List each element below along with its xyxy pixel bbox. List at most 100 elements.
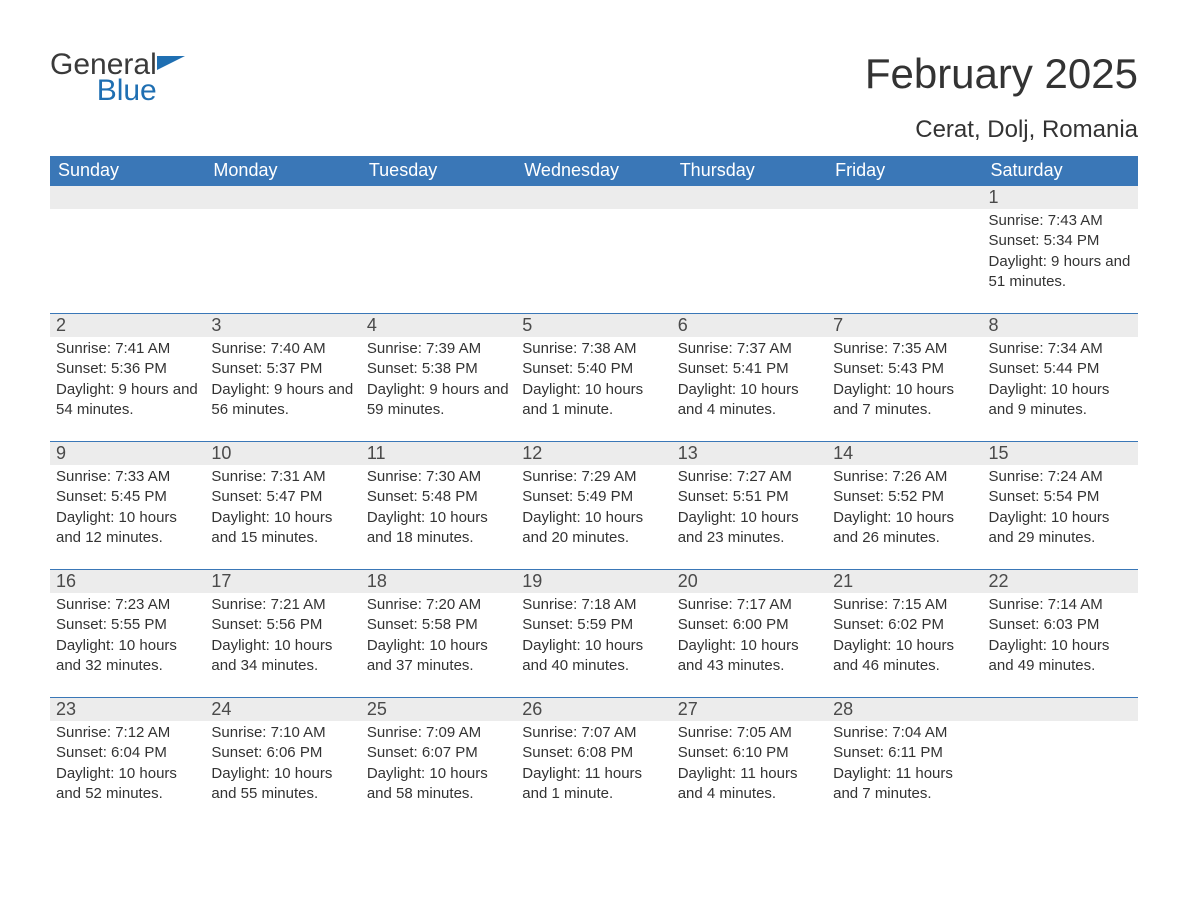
sunrise-text: Sunrise: 7:43 AM [989,211,1132,231]
daylight-text: Daylight: 10 hours and 43 minutes. [678,636,821,677]
day-number: 11 [361,442,516,465]
daylight-text: Daylight: 9 hours and 59 minutes. [367,380,510,421]
day-number: 19 [516,570,671,593]
calendar-day-cell: 21Sunrise: 7:15 AMSunset: 6:02 PMDayligh… [827,570,982,698]
day-details: Sunrise: 7:07 AMSunset: 6:08 PMDaylight:… [516,721,671,814]
calendar-day-cell: 10Sunrise: 7:31 AMSunset: 5:47 PMDayligh… [205,442,360,570]
sunset-text: Sunset: 6:07 PM [367,743,510,763]
daylight-text: Daylight: 10 hours and 49 minutes. [989,636,1132,677]
sunset-text: Sunset: 6:11 PM [833,743,976,763]
weekday-header: Wednesday [516,156,671,186]
calendar-day-cell: 24Sunrise: 7:10 AMSunset: 6:06 PMDayligh… [205,698,360,826]
daylight-text: Daylight: 10 hours and 12 minutes. [56,508,199,549]
sunrise-text: Sunrise: 7:05 AM [678,723,821,743]
sunrise-text: Sunrise: 7:18 AM [522,595,665,615]
calendar-day-cell: 4Sunrise: 7:39 AMSunset: 5:38 PMDaylight… [361,314,516,442]
daylight-text: Daylight: 10 hours and 4 minutes. [678,380,821,421]
day-number: 2 [50,314,205,337]
day-number: 6 [672,314,827,337]
day-number: 17 [205,570,360,593]
calendar-day-cell: 25Sunrise: 7:09 AMSunset: 6:07 PMDayligh… [361,698,516,826]
sunrise-text: Sunrise: 7:20 AM [367,595,510,615]
daylight-text: Daylight: 10 hours and 20 minutes. [522,508,665,549]
day-details: Sunrise: 7:17 AMSunset: 6:00 PMDaylight:… [672,593,827,686]
day-details: Sunrise: 7:26 AMSunset: 5:52 PMDaylight:… [827,465,982,558]
brand-logo-text: General Blue [50,50,157,106]
daylight-text: Daylight: 10 hours and 26 minutes. [833,508,976,549]
day-number: 3 [205,314,360,337]
day-number: 22 [983,570,1138,593]
day-details [205,209,360,221]
sunset-text: Sunset: 5:45 PM [56,487,199,507]
day-number: 16 [50,570,205,593]
calendar-week-row: 1Sunrise: 7:43 AMSunset: 5:34 PMDaylight… [50,186,1138,314]
calendar-day-cell: 12Sunrise: 7:29 AMSunset: 5:49 PMDayligh… [516,442,671,570]
day-number: 27 [672,698,827,721]
day-details: Sunrise: 7:31 AMSunset: 5:47 PMDaylight:… [205,465,360,558]
day-details: Sunrise: 7:30 AMSunset: 5:48 PMDaylight:… [361,465,516,558]
day-number: 28 [827,698,982,721]
day-details: Sunrise: 7:15 AMSunset: 6:02 PMDaylight:… [827,593,982,686]
weekday-header: Friday [827,156,982,186]
day-number: 20 [672,570,827,593]
daylight-text: Daylight: 9 hours and 56 minutes. [211,380,354,421]
header-row: General Blue February 2025 Cerat, Dolj, … [50,50,1138,144]
sunrise-text: Sunrise: 7:39 AM [367,339,510,359]
calendar-day-cell [50,186,205,314]
location-subtitle: Cerat, Dolj, Romania [865,116,1138,144]
sunrise-text: Sunrise: 7:10 AM [211,723,354,743]
daylight-text: Daylight: 11 hours and 1 minute. [522,764,665,805]
calendar-day-cell: 14Sunrise: 7:26 AMSunset: 5:52 PMDayligh… [827,442,982,570]
sunset-text: Sunset: 6:03 PM [989,615,1132,635]
calendar-day-cell [672,186,827,314]
calendar-day-cell: 18Sunrise: 7:20 AMSunset: 5:58 PMDayligh… [361,570,516,698]
weekday-header: Tuesday [361,156,516,186]
daylight-text: Daylight: 10 hours and 52 minutes. [56,764,199,805]
daylight-text: Daylight: 10 hours and 9 minutes. [989,380,1132,421]
day-details: Sunrise: 7:41 AMSunset: 5:36 PMDaylight:… [50,337,205,430]
calendar-day-cell: 2Sunrise: 7:41 AMSunset: 5:36 PMDaylight… [50,314,205,442]
day-details: Sunrise: 7:34 AMSunset: 5:44 PMDaylight:… [983,337,1138,430]
day-number: 1 [983,186,1138,209]
calendar-day-cell: 1Sunrise: 7:43 AMSunset: 5:34 PMDaylight… [983,186,1138,314]
day-number: 12 [516,442,671,465]
daylight-text: Daylight: 10 hours and 34 minutes. [211,636,354,677]
day-number [672,186,827,209]
calendar-day-cell: 22Sunrise: 7:14 AMSunset: 6:03 PMDayligh… [983,570,1138,698]
sunset-text: Sunset: 6:04 PM [56,743,199,763]
day-number: 26 [516,698,671,721]
calendar-body: 1Sunrise: 7:43 AMSunset: 5:34 PM Daylight… [50,186,1138,826]
weekday-header-row: Sunday Monday Tuesday Wednesday Thursday… [50,156,1138,186]
day-details: Sunrise: 7:18 AMSunset: 5:59 PMDaylight:… [516,593,671,686]
sunset-text: Sunset: 6:00 PM [678,615,821,635]
sunset-text: Sunset: 5:34 PM [989,231,1132,251]
sunrise-text: Sunrise: 7:41 AM [56,339,199,359]
sunset-text: Sunset: 5:41 PM [678,359,821,379]
day-details [672,209,827,221]
sunset-text: Sunset: 5:54 PM [989,487,1132,507]
weekday-header: Monday [205,156,360,186]
day-details: Sunrise: 7:04 AMSunset: 6:11 PMDaylight:… [827,721,982,814]
sunset-text: Sunset: 6:08 PM [522,743,665,763]
calendar-page: General Blue February 2025 Cerat, Dolj, … [0,0,1188,866]
day-details: Sunrise: 7:35 AMSunset: 5:43 PMDaylight:… [827,337,982,430]
sunset-text: Sunset: 5:51 PM [678,487,821,507]
day-number: 5 [516,314,671,337]
day-number: 15 [983,442,1138,465]
sunrise-text: Sunrise: 7:07 AM [522,723,665,743]
daylight-text: Daylight: 10 hours and 23 minutes. [678,508,821,549]
day-number [516,186,671,209]
sunset-text: Sunset: 5:49 PM [522,487,665,507]
title-block: February 2025 Cerat, Dolj, Romania [865,50,1138,144]
sunrise-text: Sunrise: 7:26 AM [833,467,976,487]
sunrise-text: Sunrise: 7:23 AM [56,595,199,615]
calendar-week-row: 23Sunrise: 7:12 AMSunset: 6:04 PMDayligh… [50,698,1138,826]
sunset-text: Sunset: 5:43 PM [833,359,976,379]
sunset-text: Sunset: 5:58 PM [367,615,510,635]
day-details: Sunrise: 7:23 AMSunset: 5:55 PMDaylight:… [50,593,205,686]
sunset-text: Sunset: 5:37 PM [211,359,354,379]
calendar-day-cell: 28Sunrise: 7:04 AMSunset: 6:11 PMDayligh… [827,698,982,826]
day-details [361,209,516,221]
weekday-header: Thursday [672,156,827,186]
sunset-text: Sunset: 5:44 PM [989,359,1132,379]
